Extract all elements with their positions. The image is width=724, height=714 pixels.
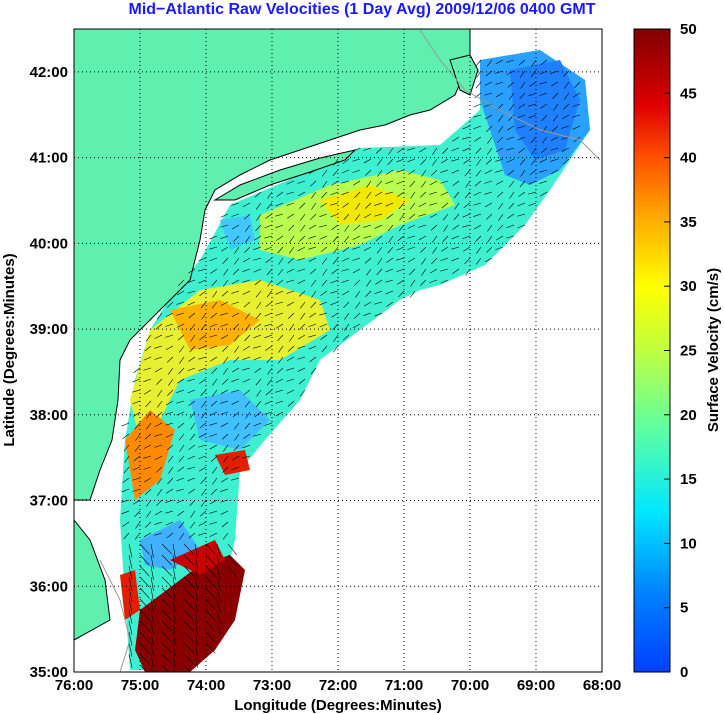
colorbar-tick-label: 25 <box>680 343 697 360</box>
y-tick-label: 39:00 <box>30 321 68 338</box>
velocity-vectors <box>121 59 581 672</box>
colorbar-tick-label: 30 <box>680 278 697 295</box>
y-tick-label: 36:00 <box>30 578 68 595</box>
y-axis-label: Latitude (Degrees:Minutes) <box>1 253 18 446</box>
y-tick-label: 37:00 <box>30 493 68 510</box>
bathymetry-contour <box>419 29 601 161</box>
x-tick-label: 72:00 <box>319 677 357 694</box>
x-tick-label: 69:00 <box>517 677 555 694</box>
x-tick-label: 75:00 <box>121 677 159 694</box>
y-axis-ticks: 35:00 36:00 37:00 38:00 39:00 40:00 41:00 42:00 <box>30 64 68 681</box>
colorbar-tick-label: 45 <box>680 85 697 102</box>
x-axis-label: Longitude (Degrees:Minutes) <box>234 697 442 714</box>
x-tick-label: 73:00 <box>253 677 291 694</box>
colorbar-tick-label: 0 <box>680 664 688 681</box>
colorbar-tick-label: 5 <box>680 600 688 617</box>
y-tick-label: 38:00 <box>30 407 68 424</box>
y-tick-label: 40:00 <box>30 235 68 252</box>
x-tick-label: 74:00 <box>187 677 225 694</box>
y-tick-label: 35:00 <box>30 664 68 681</box>
x-tick-label: 76:00 <box>55 677 93 694</box>
plot-border <box>73 28 603 673</box>
y-tick-label: 41:00 <box>30 150 68 167</box>
colorbar-tick-label: 40 <box>680 150 697 167</box>
colorbar-tick-label: 50 <box>680 21 697 38</box>
x-tick-label: 70:00 <box>451 677 489 694</box>
y-tick-label: 42:00 <box>30 64 68 81</box>
colorbar-label: Surface Velocity (cm/s) <box>705 268 722 432</box>
colorbar-tick-label: 15 <box>680 471 697 488</box>
bathymetry-contour-south <box>99 559 131 672</box>
colorbar-tick-label: 20 <box>680 407 697 424</box>
colorbar-tick-label: 10 <box>680 535 697 552</box>
map-title: Mid−Atlantic Raw Velocities (1 Day Avg) … <box>128 1 596 18</box>
colorbar: 0 5 10 15 20 25 30 35 40 45 50 Surface Velocity (c… <box>633 21 722 681</box>
map-grid <box>74 29 602 672</box>
colorbar-tick-label: 35 <box>680 214 697 231</box>
x-tick-label: 68:00 <box>583 677 621 694</box>
land-mass <box>74 29 479 641</box>
x-tick-label: 71:00 <box>385 677 423 694</box>
x-axis-ticks: 76:00 75:00 74:00 73:00 72:00 71:00 70:00 69:00… <box>55 677 621 694</box>
colorbar-ticks: 0 5 10 15 20 25 30 35 40 45 50 <box>664 21 697 681</box>
